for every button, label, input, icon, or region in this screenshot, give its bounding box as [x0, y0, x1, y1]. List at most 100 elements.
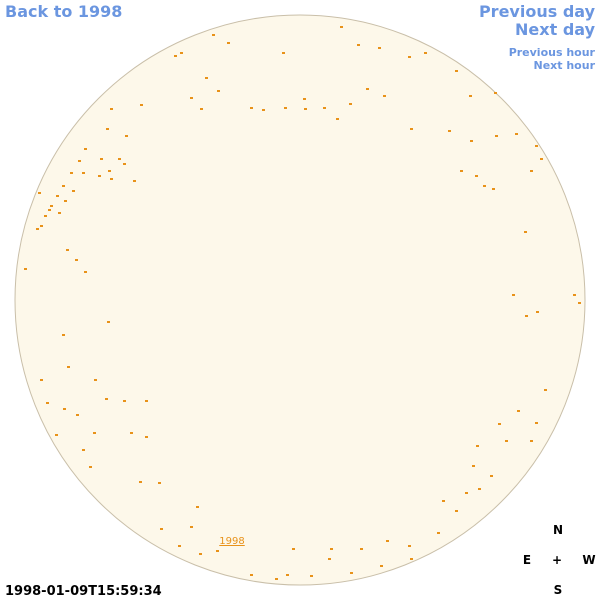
feature	[82, 449, 85, 451]
feature	[75, 259, 78, 261]
feature	[455, 510, 458, 512]
feature	[44, 215, 47, 217]
feature	[476, 445, 479, 447]
timestamp: 1998-01-09T15:59:34	[5, 584, 162, 599]
feature	[492, 188, 495, 190]
feature	[227, 42, 230, 44]
feature	[98, 175, 101, 177]
feature	[118, 158, 121, 160]
feature	[217, 90, 220, 92]
feature	[78, 160, 81, 162]
solar-disk	[14, 14, 586, 586]
feature	[410, 128, 413, 130]
feature	[106, 128, 109, 130]
feature	[250, 574, 253, 576]
feature	[56, 195, 59, 197]
feature	[524, 231, 527, 233]
feature	[76, 414, 79, 416]
feature	[67, 366, 70, 368]
feature	[63, 408, 66, 410]
feature	[100, 158, 103, 160]
feature	[200, 108, 203, 110]
feature	[515, 133, 518, 135]
feature	[262, 109, 265, 111]
feature	[498, 423, 501, 425]
feature	[408, 56, 411, 58]
feature	[490, 475, 493, 477]
feature	[578, 302, 581, 304]
feature	[70, 172, 73, 174]
feature	[512, 294, 515, 296]
disk-label[interactable]: 1998	[219, 536, 244, 547]
feature	[304, 108, 307, 110]
feature	[205, 77, 208, 79]
feature	[180, 52, 183, 54]
feature	[48, 209, 51, 211]
feature	[212, 34, 215, 36]
feature	[424, 52, 427, 54]
feature	[442, 500, 445, 502]
feature	[380, 565, 383, 567]
previous-hour-link[interactable]: Previous hour	[509, 46, 596, 59]
feature	[366, 88, 369, 90]
compass-center: +	[552, 553, 562, 567]
previous-day-link[interactable]: Previous day	[479, 2, 596, 21]
feature	[282, 52, 285, 54]
feature	[158, 482, 161, 484]
feature	[199, 553, 202, 555]
feature	[24, 268, 27, 270]
feature	[105, 398, 108, 400]
feature	[130, 432, 133, 434]
feature	[448, 130, 451, 132]
feature	[133, 180, 136, 182]
feature	[55, 434, 58, 436]
feature	[530, 440, 533, 442]
compass-north: N	[553, 523, 563, 537]
features	[24, 26, 581, 580]
feature	[292, 548, 295, 550]
feature	[286, 574, 289, 576]
feature	[465, 492, 468, 494]
next-day-link[interactable]: Next day	[515, 20, 596, 39]
feature	[540, 158, 543, 160]
feature	[216, 550, 219, 552]
feature	[84, 271, 87, 273]
feature	[40, 379, 43, 381]
feature	[160, 528, 163, 530]
feature	[38, 192, 41, 194]
feature	[123, 163, 126, 165]
feature	[478, 488, 481, 490]
compass-east: E	[523, 553, 531, 567]
feature	[535, 422, 538, 424]
feature	[494, 92, 497, 94]
feature	[303, 98, 306, 100]
feature	[250, 107, 253, 109]
feature	[94, 379, 97, 381]
feature	[58, 212, 61, 214]
feature	[62, 185, 65, 187]
feature	[517, 410, 520, 412]
feature	[483, 185, 486, 187]
feature	[437, 532, 440, 534]
feature	[350, 572, 353, 574]
feature	[357, 44, 360, 46]
feature	[336, 118, 339, 120]
feature	[174, 55, 177, 57]
feature	[110, 178, 113, 180]
feature	[66, 249, 69, 251]
feature	[505, 440, 508, 442]
next-hour-link[interactable]: Next hour	[534, 59, 596, 72]
feature	[328, 558, 331, 560]
compass-south: S	[554, 583, 563, 597]
feature	[530, 170, 533, 172]
feature	[275, 578, 278, 580]
feature	[544, 389, 547, 391]
feature	[64, 200, 67, 202]
feature	[110, 108, 113, 110]
feature	[455, 70, 458, 72]
feature	[408, 545, 411, 547]
feature	[89, 466, 92, 468]
back-link[interactable]: Back to 1998	[5, 2, 122, 21]
feature	[123, 400, 126, 402]
